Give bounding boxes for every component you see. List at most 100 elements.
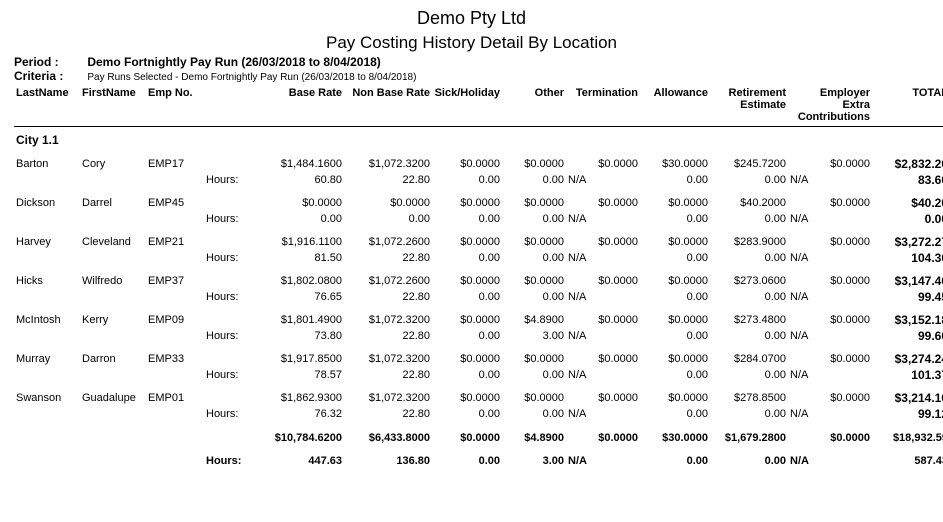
cell-amt-total: $3,272.27 [872, 227, 943, 250]
cell-hrs-extra: N/A [788, 406, 872, 422]
col-term: Termination [566, 83, 640, 127]
cell-amt-sick: $0.0000 [432, 305, 502, 328]
col-nonbase: Non Base Rate [344, 83, 432, 127]
cell-hrs-allow: 0.00 [640, 406, 710, 422]
cell-amt-extra: $0.0000 [788, 344, 872, 367]
cell-hrs-base: 73.80 [256, 328, 344, 344]
total-hrs-nonbase: 136.80 [344, 445, 432, 468]
cell-spacer [206, 188, 256, 211]
report-page: Demo Pty Ltd Pay Costing History Detail … [0, 0, 943, 482]
employee-hours-row: Hours:76.3222.800.000.00N/A0.000.00N/A99… [14, 406, 943, 422]
cell-hrs-extra: N/A [788, 172, 872, 188]
cell-amt-ret: $245.7200 [710, 149, 788, 172]
cell-amt-term: $0.0000 [566, 266, 640, 289]
cell-empno: EMP09 [146, 305, 206, 328]
cell-hrs-allow: 0.00 [640, 211, 710, 227]
table-body: City 1.1BartonCoryEMP17$1,484.1600$1,072… [14, 127, 943, 469]
employee-amount-row: MurrayDarronEMP33$1,917.8500$1,072.3200$… [14, 344, 943, 367]
cell-hrs-other: 3.00 [502, 328, 566, 344]
cell-hrs-term: N/A [566, 250, 640, 266]
cell-lastname: Barton [14, 149, 80, 172]
total-hrs-total: 587.43 [872, 445, 943, 468]
cell-hrs-other: 0.00 [502, 250, 566, 266]
cell-hrs-term: N/A [566, 289, 640, 305]
cell-lastname: McIntosh [14, 305, 80, 328]
cell-amt-nonbase: $1,072.3200 [344, 305, 432, 328]
cell-hrs-ret: 0.00 [710, 172, 788, 188]
cell-hrs-extra: N/A [788, 367, 872, 383]
cell-hrs-ret: 0.00 [710, 289, 788, 305]
cell-firstname: Darron [80, 344, 146, 367]
cell-amt-base: $0.0000 [256, 188, 344, 211]
cell-hrs-nonbase: 22.80 [344, 328, 432, 344]
cell-amt-base: $1,917.8500 [256, 344, 344, 367]
employee-hours-row: Hours:76.6522.800.000.00N/A0.000.00N/A99… [14, 289, 943, 305]
company-name: Demo Pty Ltd [14, 8, 929, 29]
cell-hrs-term: N/A [566, 172, 640, 188]
period-row: Period : Demo Fortnightly Pay Run (26/03… [14, 55, 929, 69]
cell-amt-other: $0.0000 [502, 266, 566, 289]
col-lastname: LastName [14, 83, 80, 127]
cell-spacer [206, 383, 256, 406]
employee-amount-row: McIntoshKerryEMP09$1,801.4900$1,072.3200… [14, 305, 943, 328]
cell-amt-ret: $273.4800 [710, 305, 788, 328]
cell-amt-total: $3,152.18 [872, 305, 943, 328]
cell-hrs-term: N/A [566, 367, 640, 383]
cell-hrs-base: 78.57 [256, 367, 344, 383]
cell-amt-other: $0.0000 [502, 344, 566, 367]
cell-hrs-sick: 0.00 [432, 172, 502, 188]
cell-hrs-sick: 0.00 [432, 211, 502, 227]
employee-hours-row: Hours:81.5022.800.000.00N/A0.000.00N/A10… [14, 250, 943, 266]
cell-hrs-nonbase: 22.80 [344, 172, 432, 188]
cell-amt-nonbase: $1,072.2600 [344, 227, 432, 250]
group-name: City 1.1 [14, 127, 943, 150]
cell-amt-term: $0.0000 [566, 188, 640, 211]
cell-hrs-total: 0.00 [872, 211, 943, 227]
employee-hours-row: Hours:78.5722.800.000.00N/A0.000.00N/A10… [14, 367, 943, 383]
cell-amt-allow: $0.0000 [640, 227, 710, 250]
cell-amt-allow: $0.0000 [640, 383, 710, 406]
cell-hrs-extra: N/A [788, 250, 872, 266]
cell-amt-sick: $0.0000 [432, 227, 502, 250]
hours-label: Hours: [206, 328, 256, 344]
cell-amt-allow: $0.0000 [640, 188, 710, 211]
cell-hrs-other: 0.00 [502, 211, 566, 227]
cell-hrs-allow: 0.00 [640, 289, 710, 305]
hours-label: Hours: [206, 250, 256, 266]
cell-hrs-term: N/A [566, 328, 640, 344]
cell-hrs-extra: N/A [788, 289, 872, 305]
col-firstname: FirstName [80, 83, 146, 127]
cell-hrs-extra: N/A [788, 211, 872, 227]
col-extra: Employer Extra Contributions [788, 83, 872, 127]
cell-hrs-ret: 0.00 [710, 328, 788, 344]
col-allow: Allowance [640, 83, 710, 127]
cell-amt-extra: $0.0000 [788, 149, 872, 172]
cell-amt-other: $0.0000 [502, 383, 566, 406]
cell-amt-base: $1,916.1100 [256, 227, 344, 250]
cell-amt-term: $0.0000 [566, 149, 640, 172]
cell-spacer [206, 344, 256, 367]
cell-hrs-sick: 0.00 [432, 250, 502, 266]
cell-lastname: Swanson [14, 383, 80, 406]
cell-amt-total: $40.20 [872, 188, 943, 211]
total-amt-sick: $0.0000 [432, 422, 502, 445]
cell-amt-ret: $273.0600 [710, 266, 788, 289]
cell-hrs-nonbase: 22.80 [344, 289, 432, 305]
cell-hrs-allow: 0.00 [640, 250, 710, 266]
total-amt-nonbase: $6,433.8000 [344, 422, 432, 445]
cell-hrs-allow: 0.00 [640, 328, 710, 344]
employee-hours-row: Hours:60.8022.800.000.00N/A0.000.00N/A83… [14, 172, 943, 188]
cell-hrs-term: N/A [566, 406, 640, 422]
cell-hrs-total: 104.30 [872, 250, 943, 266]
cell-hrs-nonbase: 22.80 [344, 250, 432, 266]
cell-amt-base: $1,484.1600 [256, 149, 344, 172]
total-hrs-other: 3.00 [502, 445, 566, 468]
cell-amt-term: $0.0000 [566, 305, 640, 328]
total-hrs-sick: 0.00 [432, 445, 502, 468]
cell-hrs-total: 99.45 [872, 289, 943, 305]
col-baserate: Base Rate [256, 83, 344, 127]
cell-hrs-base: 76.32 [256, 406, 344, 422]
cell-amt-ret: $284.0700 [710, 344, 788, 367]
cell-firstname: Kerry [80, 305, 146, 328]
employee-amount-row: HarveyClevelandEMP21$1,916.1100$1,072.26… [14, 227, 943, 250]
